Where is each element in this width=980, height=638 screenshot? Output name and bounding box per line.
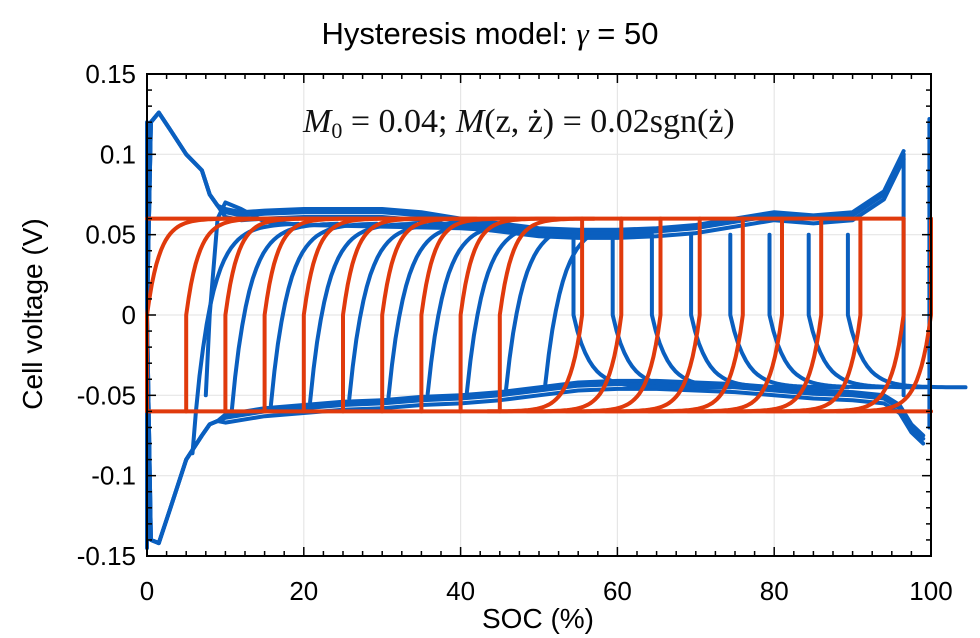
model-rise-branch (419, 216, 518, 414)
model-rise-branch (262, 216, 361, 414)
measured-minor-upper (203, 200, 541, 398)
x-tick-label: 0 (140, 576, 154, 606)
y-tick-label: 0.15 (85, 59, 136, 89)
model-rise-branch (341, 216, 440, 414)
y-tick-label: 0.05 (85, 220, 136, 250)
model-drop-branch (725, 216, 824, 414)
chart-title: Hysteresis model: γ = 50 (322, 16, 659, 51)
model-drop-branch (764, 216, 863, 414)
model-rise-branch (380, 216, 479, 414)
title-gamma: γ (576, 16, 589, 51)
y-tick-label: -0.05 (77, 380, 136, 410)
annot-m: M (455, 103, 486, 140)
model-rise-branch (184, 216, 283, 414)
measured-charge-branch (308, 221, 418, 404)
measured-charge-branch (386, 223, 497, 399)
x-tick-label: 60 (603, 576, 632, 606)
annot-sub: 0 (331, 118, 342, 143)
model-rise-branch (145, 216, 244, 414)
x-tick-label: 80 (760, 576, 789, 606)
model-drop-branch (646, 216, 745, 414)
x-axis-label: SOC (%) (482, 603, 594, 634)
model-annotation: M0 = 0.04; M(z, ż) = 0.02sgn(ż) (302, 103, 735, 143)
measured-discharge-branch (845, 232, 968, 390)
measured-charge-branch (268, 221, 379, 407)
model-drop-branch (834, 216, 933, 414)
model-drop-branch (564, 216, 663, 414)
measured-charge-branch (229, 221, 340, 414)
model-drop-branch (686, 216, 784, 414)
axes: 0 20 40 60 80 100 -0.15 -0.1 -0.05 0 0.05 0.1 0.15 (77, 59, 953, 606)
x-tick-label: 20 (289, 576, 318, 606)
title-value: = 50 (589, 16, 659, 51)
y-tick-label: 0.1 (100, 139, 136, 169)
measured-charge-branch (347, 221, 458, 401)
model-rise-branch (458, 216, 557, 414)
y-tick-label: 0 (122, 300, 136, 330)
x-tick-label: 100 (909, 576, 952, 606)
annot-m-value: (z, ż) = 0.02sgn(ż) (484, 103, 734, 140)
plot-area (145, 110, 968, 550)
model-drop-branch (603, 216, 702, 414)
annot-m0: M (302, 103, 333, 140)
y-axis-label: Cell voltage (V) (17, 218, 48, 409)
model-rise-branch (223, 216, 322, 414)
y-tick-label: -0.15 (77, 541, 136, 571)
measured-charge-branch (190, 221, 301, 456)
annot-m0-value: = 0.04; (342, 103, 456, 140)
model-rise-branch (497, 216, 596, 414)
model-drop-branch (525, 216, 624, 414)
model-rise-branch (301, 216, 400, 414)
y-tick-label: -0.1 (91, 461, 136, 491)
measured-charge-branch (543, 233, 654, 387)
x-tick-label: 40 (446, 576, 475, 606)
measured-charge-branch (504, 233, 614, 391)
model-drop-branch (486, 216, 585, 414)
model-drop-branch (807, 216, 906, 414)
title-text: Hysteresis model: (322, 16, 577, 51)
